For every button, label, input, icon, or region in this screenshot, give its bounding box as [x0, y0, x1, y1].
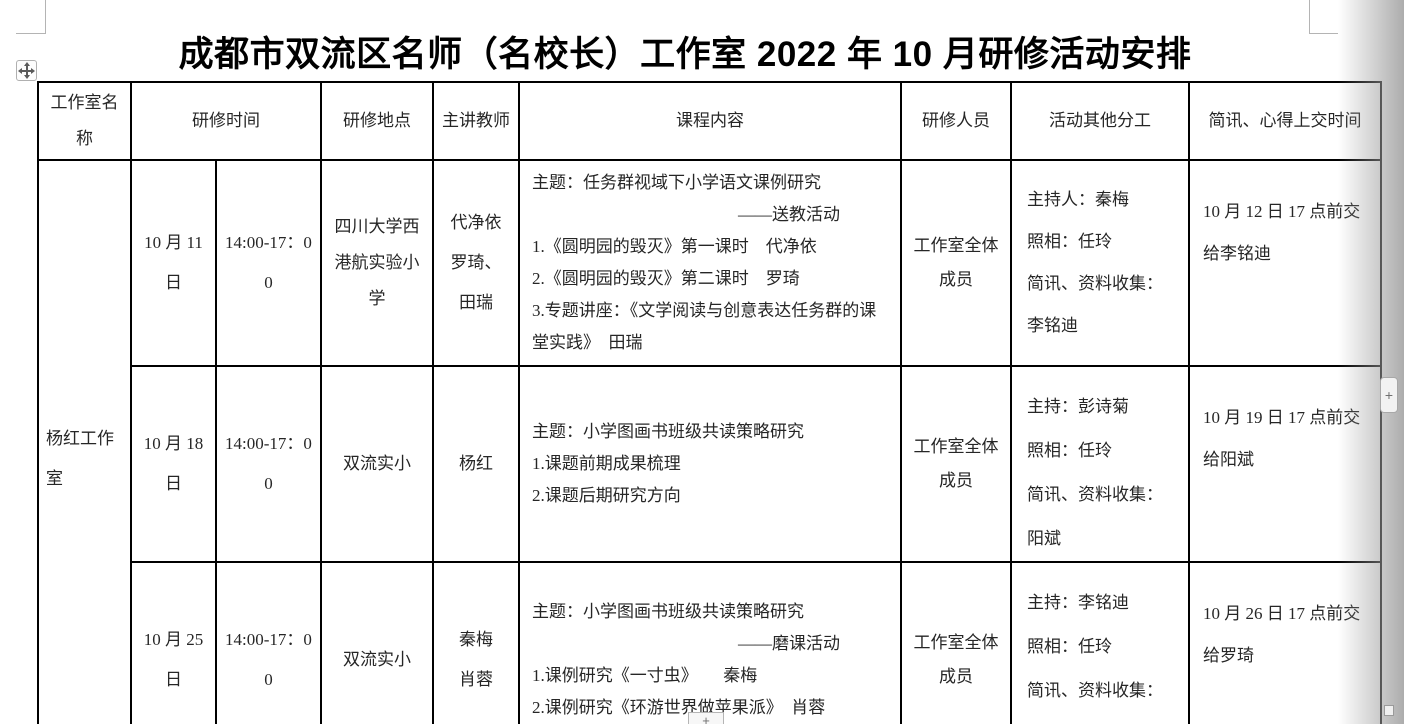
- table-move-handle[interactable]: [16, 60, 37, 81]
- deadline-cell[interactable]: 10 月 12 日 17 点前交给李铭迪: [1188, 159, 1382, 367]
- activity-row-2: 10 月 18 日 14:00-17：00 双流实小 杨红 主题：小学图画书班级…: [38, 365, 1382, 563]
- course-topic: 主题：任务群视域下小学语文课例研究: [532, 173, 821, 192]
- header-roles[interactable]: 活动其他分工: [1010, 81, 1190, 161]
- location-cell[interactable]: 双流实小: [320, 561, 434, 724]
- header-location[interactable]: 研修地点: [320, 81, 434, 161]
- header-deadline[interactable]: 简讯、心得上交时间: [1188, 81, 1382, 161]
- schedule-table: 工作室名称 研修时间 研修地点 主讲教师 课程内容 研修人员 活动其他分工 简讯…: [37, 81, 1382, 724]
- participants-cell[interactable]: 工作室全体成员: [900, 365, 1012, 563]
- date-cell[interactable]: 10 月 11 日: [130, 159, 217, 367]
- move-arrows-icon: [23, 75, 30, 79]
- add-button-right[interactable]: +: [1380, 377, 1398, 413]
- header-content[interactable]: 课程内容: [518, 81, 902, 161]
- time-cell[interactable]: 14:00-17：00: [215, 365, 322, 563]
- move-arrows-icon: [25, 65, 28, 76]
- teacher-cell[interactable]: 秦梅 肖蓉: [432, 561, 520, 724]
- course-items: 1.课题前期成果梳理 2.课题后期研究方向: [532, 454, 681, 505]
- time-cell[interactable]: 14:00-17：00: [215, 159, 322, 367]
- course-topic: 主题：小学图画书班级共读策略研究: [532, 602, 804, 621]
- roles-cell[interactable]: 主持：李铭迪 照相：任玲 简讯、资料收集： 罗琦: [1010, 561, 1190, 724]
- course-content-cell[interactable]: 主题：小学图画书班级共读策略研究 ——磨课活动 1.课例研究《一寸虫》 秦梅 2…: [518, 561, 902, 724]
- teacher-cell[interactable]: 杨红: [432, 365, 520, 563]
- margin-mark-top-right: [1309, 0, 1310, 33]
- activity-row-3: 10 月 25 日 14:00-17：00 双流实小 秦梅 肖蓉 主题：小学图画…: [38, 561, 1382, 724]
- teacher-cell[interactable]: 代净依 罗琦、 田瑞: [432, 159, 520, 367]
- course-subtitle: ——磨课活动: [738, 634, 840, 653]
- header-row: 工作室名称 研修时间 研修地点 主讲教师 课程内容 研修人员 活动其他分工 简讯…: [37, 81, 1382, 161]
- course-topic: 主题：小学图画书班级共读策略研究: [532, 422, 804, 441]
- workshop-name-cell[interactable]: 杨红工作室: [37, 159, 132, 724]
- date-cell[interactable]: 10 月 25 日: [130, 561, 217, 724]
- page-title: 成都市双流区名师（名校长）工作室 2022 年 10 月研修活动安排: [178, 35, 1192, 74]
- header-workshop-name[interactable]: 工作室名称: [37, 81, 132, 161]
- activity-row-1: 杨红工作室 10 月 11 日 14:00-17：00 四川大学西港航实验小学 …: [37, 159, 1382, 724]
- move-arrows-icon: [23, 62, 30, 66]
- participants-cell[interactable]: 工作室全体成员: [900, 159, 1012, 367]
- course-items: 1.《圆明园的毁灭》第一课时 代净依 2.《圆明园的毁灭》第二课时 罗琦 3.专…: [532, 237, 877, 352]
- roles-cell[interactable]: 主持人：秦梅 照相：任玲 简讯、资料收集： 李铭迪: [1010, 159, 1190, 367]
- date-cell[interactable]: 10 月 18 日: [130, 365, 217, 563]
- header-participants[interactable]: 研修人员: [900, 81, 1012, 161]
- header-time[interactable]: 研修时间: [130, 81, 322, 161]
- margin-mark-top-right: [1309, 33, 1338, 34]
- margin-mark-top-left: [45, 0, 46, 33]
- course-subtitle: ——送教活动: [738, 205, 840, 224]
- time-cell[interactable]: 14:00-17：00: [215, 561, 322, 724]
- participants-cell[interactable]: 工作室全体成员: [900, 561, 1012, 724]
- location-cell[interactable]: 双流实小: [320, 365, 434, 563]
- deadline-cell[interactable]: 10 月 26 日 17 点前交给罗琦: [1188, 561, 1382, 724]
- table-resize-handle[interactable]: [1384, 705, 1394, 716]
- header-teacher[interactable]: 主讲教师: [432, 81, 520, 161]
- course-content-cell[interactable]: 主题：任务群视域下小学语文课例研究 ——送教活动 1.《圆明园的毁灭》第一课时 …: [518, 159, 902, 367]
- deadline-cell[interactable]: 10 月 19 日 17 点前交给阳斌: [1188, 365, 1382, 563]
- margin-mark-top-left: [16, 33, 46, 34]
- roles-cell[interactable]: 主持：彭诗菊 照相：任玲 简讯、资料收集： 阳斌: [1010, 365, 1190, 563]
- course-content-cell[interactable]: 主题：小学图画书班级共读策略研究 1.课题前期成果梳理 2.课题后期研究方向: [518, 365, 902, 563]
- add-row-button-bottom[interactable]: +: [688, 712, 724, 724]
- move-arrows-icon: [31, 67, 35, 74]
- move-arrows-icon: [18, 67, 22, 74]
- location-cell[interactable]: 四川大学西港航实验小学: [320, 159, 434, 367]
